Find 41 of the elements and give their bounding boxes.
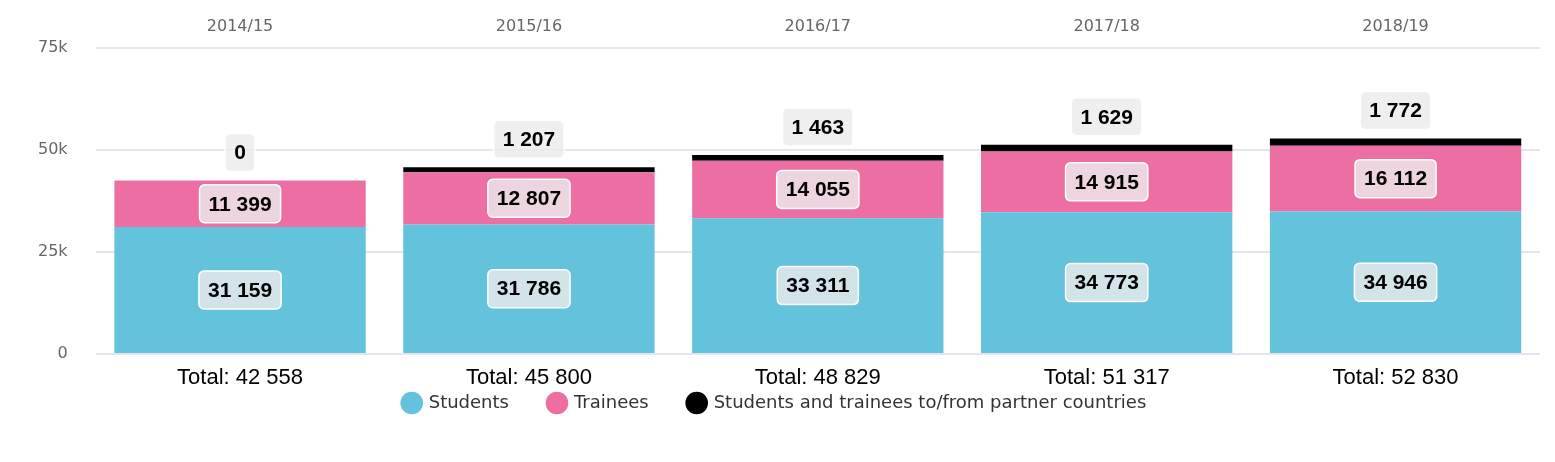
data-label: 1 463 bbox=[791, 114, 845, 138]
bar bbox=[114, 226, 366, 353]
data-label: 14 055 bbox=[785, 177, 851, 201]
y-tick-label: 25k bbox=[38, 241, 69, 261]
y-tick-label: 0 bbox=[57, 343, 68, 363]
bar bbox=[692, 154, 944, 161]
data-label: 31 786 bbox=[496, 276, 562, 300]
data-label: 34 946 bbox=[1363, 270, 1428, 294]
data-label: 0 bbox=[234, 140, 246, 164]
total-label: Total: 51 317 bbox=[1043, 364, 1170, 390]
bar bbox=[403, 224, 655, 353]
data-label: 16 112 bbox=[1364, 166, 1428, 190]
x-tick-label: 2018/19 bbox=[1362, 15, 1429, 35]
data-label: 11 399 bbox=[208, 191, 272, 215]
data-label: 34 773 bbox=[1074, 270, 1139, 294]
data-label: 33 311 bbox=[786, 273, 850, 297]
y-tick-label: 75k bbox=[38, 37, 69, 57]
total-label: Total: 42 558 bbox=[177, 364, 304, 390]
data-label: 31 159 bbox=[207, 277, 273, 301]
legend-label: Students bbox=[428, 390, 509, 412]
legend-label: Trainees bbox=[572, 390, 649, 412]
bar bbox=[1269, 211, 1522, 353]
bar bbox=[1269, 138, 1522, 146]
data-label: 12 807 bbox=[496, 186, 562, 210]
total-label: Total: 48 829 bbox=[754, 364, 881, 390]
x-tick-label: 2017/18 bbox=[1073, 15, 1140, 35]
y-tick-label: 50k bbox=[38, 139, 69, 159]
total-label: Total: 45 800 bbox=[465, 364, 592, 390]
data-label: 14 915 bbox=[1074, 169, 1140, 193]
bar bbox=[981, 212, 1233, 353]
x-tick-label: 2016/17 bbox=[784, 15, 852, 35]
data-label: 1 207 bbox=[502, 127, 556, 151]
x-tick-label: 2015/16 bbox=[495, 15, 563, 35]
total-label: Total: 52 830 bbox=[1332, 364, 1459, 390]
data-label: 1 772 bbox=[1369, 98, 1422, 122]
x-tick-label: 2014/15 bbox=[206, 15, 274, 35]
bar bbox=[692, 218, 944, 353]
bar bbox=[403, 167, 655, 173]
bar bbox=[981, 144, 1233, 152]
data-label: 1 629 bbox=[1080, 104, 1133, 128]
legend-label: Students and trainees to/from partner countries bbox=[713, 390, 1147, 412]
